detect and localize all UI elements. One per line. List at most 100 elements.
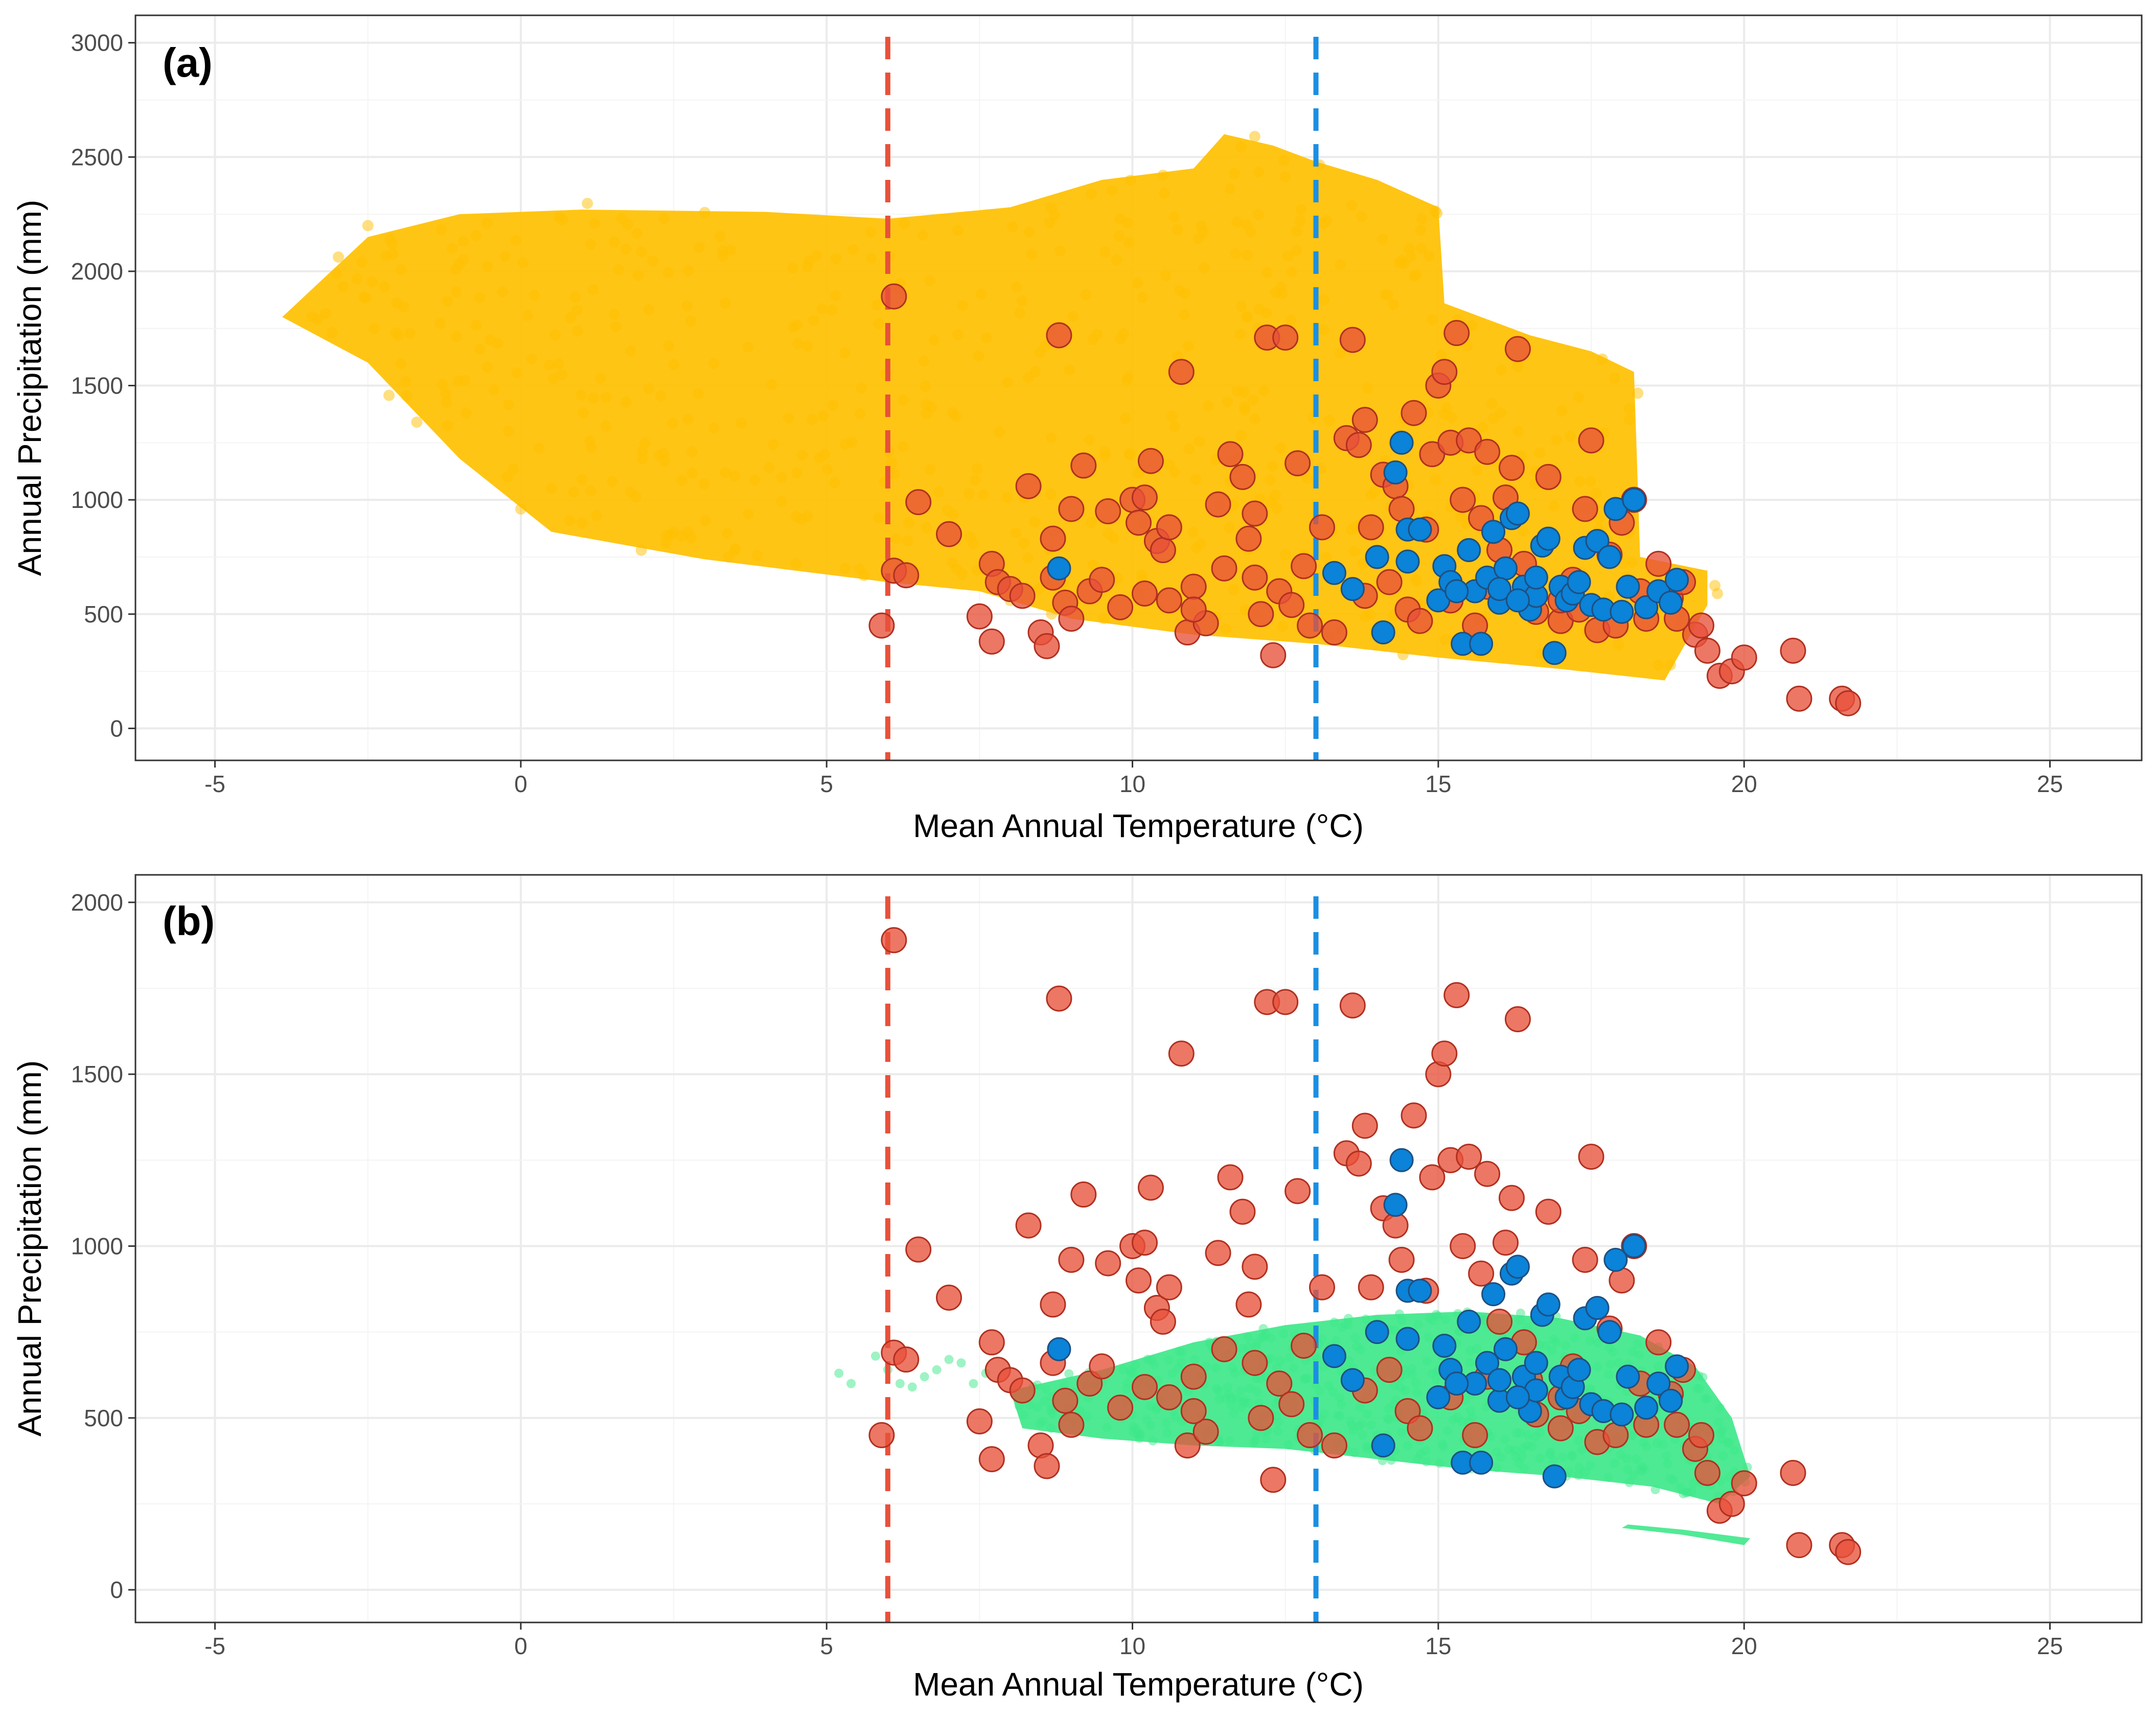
cloud-point [379,281,391,293]
cloud-point [719,297,731,309]
cloud-point [1291,225,1303,237]
cloud-point [1346,1417,1356,1426]
red-site-point [1345,1150,1372,1177]
red-site-point [1486,1308,1513,1335]
cloud-point [1431,1375,1441,1384]
cloud-point [1585,476,1596,488]
y-tick-label: 2500 [71,144,123,170]
cloud-point [1352,1341,1362,1351]
cloud-point [1046,1423,1056,1433]
y-tick-label: 2000 [71,258,123,285]
red-site-point [1242,564,1268,591]
red-site-point [1070,452,1097,479]
blue-site-point [1322,561,1346,585]
cloud-point [1168,421,1180,433]
blue-series-a [1047,430,1689,665]
cloud-point [1172,224,1183,236]
cloud-point [1245,226,1256,238]
cloud-point [885,457,897,469]
cloud-point [1229,1408,1238,1418]
cloud-point [547,373,559,384]
cloud-point [312,313,324,325]
blue-site-point [1389,430,1414,455]
cloud-point [1136,569,1148,581]
cloud-point [924,275,935,287]
cloud-point [700,515,712,526]
blue-site-point [1622,1234,1646,1258]
cloud-point [1345,524,1357,536]
cloud-point [585,239,597,250]
blue-site-point [1603,1247,1628,1272]
cloud-point [1196,220,1207,232]
cloud-point [1457,1417,1467,1427]
cloud-point [383,389,395,401]
cloud-point [1011,281,1022,293]
cloud-point [1466,320,1478,332]
red-site-point [1492,1229,1519,1256]
cloud-point [1299,1374,1309,1384]
red-site-point [1156,514,1182,541]
cloud-point [1001,491,1013,503]
cloud-point [1516,1308,1525,1318]
cloud-outlier-point [907,1382,917,1392]
cloud-point [803,255,815,267]
blue-site-point [1371,1433,1395,1458]
cloud-point [1317,1334,1327,1344]
blue-site-point [1389,1148,1414,1172]
red-site-point [1242,1350,1268,1376]
blue-site-point [1481,520,1506,544]
cloud-point [496,286,508,297]
cloud-point [589,217,601,229]
cloud-point [663,340,675,352]
red-site-point [1217,441,1244,468]
cloud-point [1279,1329,1289,1339]
cloud-point [801,511,813,522]
cloud-point [658,213,670,224]
red-site-point [1547,1415,1574,1442]
cloud-point [608,236,620,248]
red-site-point [1309,1274,1335,1301]
cloud-point [1438,408,1450,420]
cloud-point [1523,1430,1533,1440]
cloud-point [1122,1378,1132,1388]
cloud-point [1407,1364,1417,1374]
cloud-point [1247,394,1259,406]
cloud-point [564,312,576,323]
cloud-point [1412,1454,1422,1464]
cloud-point [1435,1458,1444,1468]
cloud-point [395,358,407,369]
cloud-point [787,262,798,274]
cloud-point [1517,525,1529,537]
x-tick-label: 10 [1119,771,1145,797]
cloud-point [1609,373,1620,384]
cloud-point [1535,1453,1545,1463]
cloud-point [921,522,932,533]
cloud-point [600,420,612,432]
cloud-point [776,472,788,483]
cloud-outlier-point [356,257,368,268]
cloud-point [1123,236,1135,248]
red-site-point [1572,1246,1598,1273]
red-site-point [905,1236,932,1263]
cloud-point [1276,288,1288,299]
y-tick-label: 500 [84,601,123,628]
red-site-point [978,1329,1005,1356]
cloud-point [1289,1363,1298,1373]
cloud-point [1335,1411,1345,1421]
y-tick-label: 500 [84,1405,123,1431]
red-site-point [1351,407,1378,433]
red-site-point [1058,1246,1085,1273]
cloud-point [1623,414,1635,426]
cloud-point [1279,549,1291,561]
y-tick-label: 0 [110,1576,123,1603]
cloud-point [1277,620,1289,632]
panel-label-a: (a) [163,40,213,85]
blue-site-point [1322,1344,1346,1368]
cloud-point [1046,1406,1056,1416]
red-site-point [1015,473,1042,499]
cloud-point [1421,1446,1431,1455]
cloud-point [889,468,901,479]
cloud-point [442,420,453,431]
cloud-point [1228,584,1240,595]
